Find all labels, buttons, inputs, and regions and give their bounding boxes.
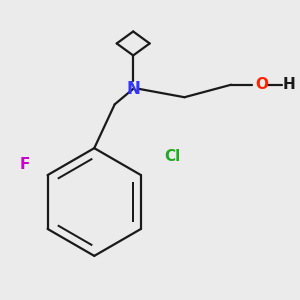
Text: N: N [126,80,140,98]
Text: Cl: Cl [165,149,181,164]
Text: F: F [19,158,29,172]
Text: O: O [255,77,268,92]
Text: H: H [283,77,296,92]
